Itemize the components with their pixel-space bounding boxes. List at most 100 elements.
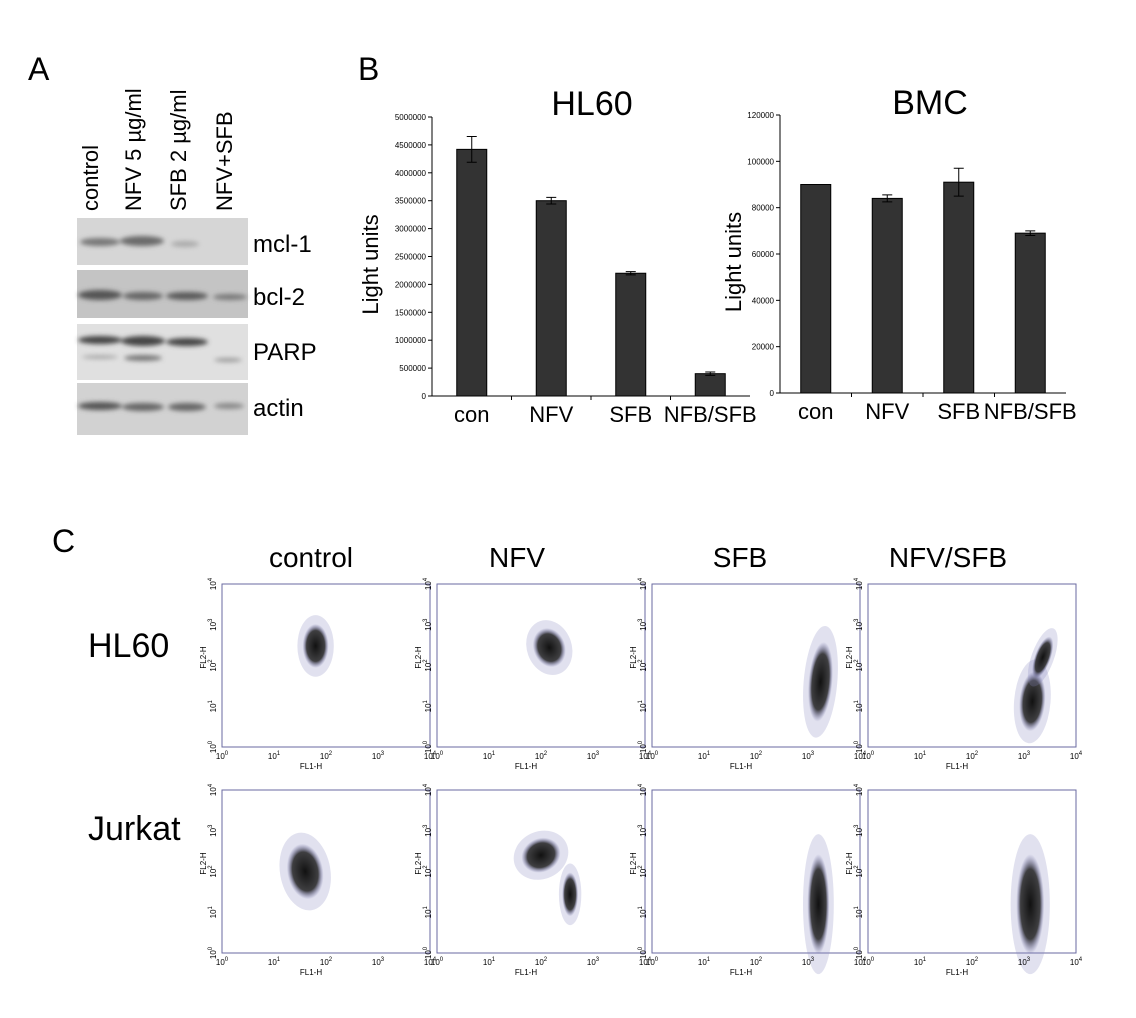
tick-exponent: 4: [1079, 751, 1083, 757]
tick-exponent: 3: [596, 957, 600, 963]
tick-base: 10: [268, 958, 277, 967]
x-tick-label: 103: [1018, 751, 1031, 761]
tick-base: 10: [698, 958, 707, 967]
y-axis-label: FL2-H: [845, 852, 854, 874]
x-tick-label: 103: [802, 751, 815, 761]
tick-exponent: 4: [1079, 957, 1083, 963]
x-tick-label: SFB: [609, 402, 652, 427]
tick-exponent: 4: [854, 783, 860, 787]
tick-exponent: 1: [208, 699, 214, 703]
y-tick-label: 5000000: [395, 113, 427, 122]
tick-exponent: 3: [811, 751, 815, 757]
bands: [78, 236, 247, 411]
x-tick-label: 104: [639, 957, 652, 967]
chart-title: BMC: [892, 84, 968, 122]
tick-base: 10: [855, 703, 864, 712]
y-tick-label: 104: [208, 577, 218, 590]
error-bar: [705, 371, 716, 376]
tick-base: 10: [639, 950, 648, 959]
x-tick-label: 104: [424, 957, 437, 967]
tick-exponent: 1: [277, 957, 281, 963]
tick-exponent: 0: [423, 946, 429, 950]
tick-base: 10: [855, 744, 864, 753]
tick-base: 10: [483, 958, 492, 967]
tick-base: 10: [209, 621, 218, 630]
tick-exponent: 4: [433, 751, 437, 757]
tick-base: 10: [646, 752, 655, 761]
x-axis-label: FL1-H: [730, 968, 752, 977]
x-tick-label: 103: [587, 957, 600, 967]
tick-base: 10: [424, 950, 433, 959]
cell-cloud: [521, 837, 561, 873]
y-tick-label: 103: [208, 824, 218, 837]
tick-exponent: 3: [638, 824, 644, 828]
tick-exponent: 3: [854, 618, 860, 622]
tick-base: 10: [966, 958, 975, 967]
tick-exponent: 4: [433, 957, 437, 963]
tick-exponent: 1: [923, 751, 927, 757]
x-tick-label: 104: [854, 957, 867, 967]
tick-base: 10: [698, 752, 707, 761]
tick-exponent: 0: [871, 751, 875, 757]
y-tick-label: 20000: [752, 343, 775, 352]
tick-base: 10: [209, 827, 218, 836]
tick-base: 10: [855, 950, 864, 959]
bar: [535, 200, 567, 397]
x-tick-label: 104: [424, 751, 437, 761]
tick-base: 10: [914, 752, 923, 761]
y-tick-label: 104: [423, 577, 433, 590]
tick-exponent: 0: [208, 946, 214, 950]
cell-cloud: [808, 641, 833, 722]
y-tick-label: 0: [770, 389, 775, 398]
tick-base: 10: [424, 827, 433, 836]
tick-exponent: 2: [759, 751, 763, 757]
bar: [1014, 232, 1046, 394]
tick-exponent: 3: [811, 957, 815, 963]
y-tick-label: 102: [423, 865, 433, 878]
plot-frame: [221, 789, 431, 954]
y-tick-label: 102: [854, 865, 864, 878]
tick-base: 10: [424, 703, 433, 712]
tick-exponent: 0: [854, 946, 860, 950]
cell-cloud: [532, 627, 566, 668]
column-label: NFV: [489, 542, 545, 573]
lane-label: control: [78, 145, 103, 211]
tick-base: 10: [862, 958, 871, 967]
tick-exponent: 2: [975, 957, 979, 963]
x-axis-label: FL1-H: [515, 968, 537, 977]
x-tick-label: 103: [372, 957, 385, 967]
x-axis-label: FL1-H: [730, 762, 752, 771]
y-tick-label: 102: [208, 865, 218, 878]
y-tick-label: 101: [638, 699, 648, 712]
tick-exponent: 2: [208, 865, 214, 869]
y-tick-label: 103: [638, 618, 648, 631]
tick-base: 10: [424, 581, 433, 590]
tick-exponent: 1: [707, 751, 711, 757]
x-tick-label: 100: [646, 751, 659, 761]
blot-label: actin: [253, 395, 304, 422]
tick-base: 10: [424, 752, 433, 761]
tick-exponent: 4: [638, 783, 644, 787]
tick-exponent: 0: [638, 740, 644, 744]
tick-base: 10: [639, 868, 648, 877]
y-tick-label: 104: [423, 783, 433, 796]
tick-base: 10: [639, 827, 648, 836]
tick-base: 10: [966, 752, 975, 761]
tick-exponent: 3: [854, 824, 860, 828]
y-tick-label: 101: [208, 905, 218, 918]
panel-label: C: [52, 523, 75, 559]
tick-base: 10: [750, 958, 759, 967]
tick-base: 10: [1070, 752, 1079, 761]
cell-cloud: [562, 872, 579, 917]
cell-cloud: [1019, 671, 1046, 732]
tick-exponent: 0: [854, 740, 860, 744]
x-tick-label: con: [454, 402, 489, 427]
tick-exponent: 0: [225, 751, 229, 757]
x-tick-label: 101: [698, 751, 711, 761]
y-tick-label: 1000000: [395, 336, 427, 345]
tick-base: 10: [914, 958, 923, 967]
tick-base: 10: [424, 909, 433, 918]
column-label: control: [269, 542, 353, 573]
tick-base: 10: [209, 787, 218, 796]
